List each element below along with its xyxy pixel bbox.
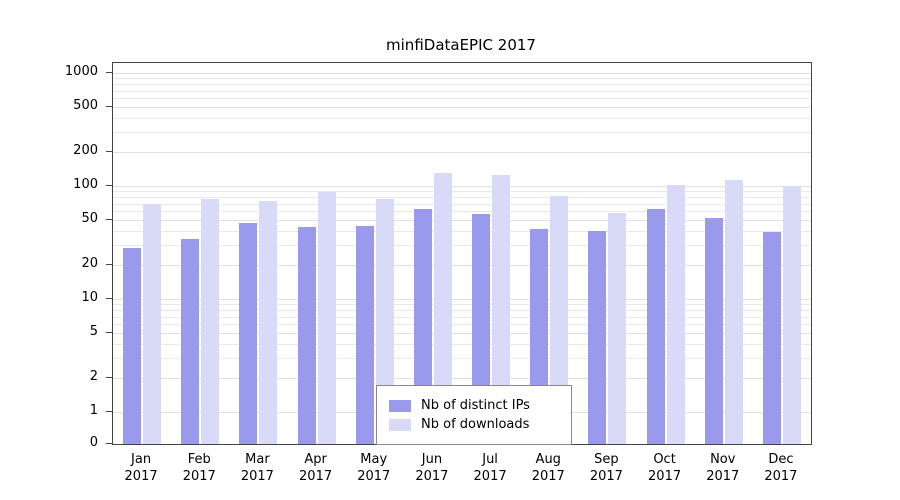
y-tick-label: 20 (81, 255, 98, 271)
gridline (113, 299, 811, 300)
plot-area: Nb of distinct IPs Nb of downloads (112, 62, 812, 445)
y-tick-label: 5 (89, 324, 98, 340)
y-tick-label: 2 (89, 368, 98, 384)
bar-distinct-ips (762, 232, 781, 444)
gridline (113, 132, 811, 134)
bar-downloads (492, 174, 511, 444)
gridline (113, 78, 811, 80)
x-tick-label: Aug 2017 (531, 452, 565, 484)
y-tick-mark (106, 185, 112, 186)
bar-downloads (608, 212, 627, 444)
bar-downloads (782, 186, 801, 444)
x-tick-label: Jan 2017 (124, 452, 158, 484)
gridline (113, 186, 811, 187)
x-tick-label: Jul 2017 (473, 452, 507, 484)
gridline (113, 151, 811, 153)
x-tick-label: Feb 2017 (182, 452, 216, 484)
bar-downloads (375, 198, 394, 444)
y-tick-mark (106, 332, 112, 334)
x-tick-label: Oct 2017 (648, 452, 682, 484)
gridline (113, 73, 811, 74)
y-tick-mark (106, 219, 112, 221)
bar-distinct-ips (646, 208, 665, 444)
gridline (113, 107, 811, 109)
y-tick-mark (106, 298, 112, 299)
bar-downloads (317, 192, 336, 444)
y-tick-label: 1 (89, 403, 98, 418)
x-tick-label: Dec 2017 (764, 452, 798, 484)
legend-swatch-distinct-ips (389, 399, 411, 412)
gridline (113, 304, 811, 306)
gridline (113, 211, 811, 213)
bar-distinct-ips (297, 227, 316, 444)
x-tick-label: Apr 2017 (299, 452, 333, 484)
gridline (113, 230, 811, 232)
chart-title: minfiDataEPIC 2017 (386, 36, 536, 54)
x-tick-label: May 2017 (357, 452, 391, 484)
y-tick-label: 100 (73, 177, 98, 192)
bar-downloads (433, 173, 452, 444)
gridline (113, 358, 811, 360)
gridline (113, 316, 811, 318)
gridline (113, 333, 811, 335)
y-tick-mark (106, 443, 112, 444)
y-tick-mark (106, 106, 112, 108)
y-tick-mark (106, 150, 112, 152)
y-tick-label: 1000 (64, 64, 98, 79)
gridline (113, 98, 811, 100)
gridline (113, 117, 811, 119)
bar-downloads (724, 180, 743, 444)
gridline (113, 90, 811, 92)
y-tick-mark (106, 263, 112, 265)
gridline (113, 377, 811, 379)
y-tick-label: 500 (73, 98, 98, 114)
gridline (113, 220, 811, 222)
y-tick-mark (106, 376, 112, 378)
x-tick-label: Nov 2017 (706, 452, 740, 484)
gridline (113, 245, 811, 247)
bar-downloads (259, 200, 278, 444)
gridline (113, 324, 811, 326)
y-tick-label: 50 (81, 211, 98, 227)
y-tick-mark (106, 411, 112, 412)
bar-distinct-ips (588, 230, 607, 444)
legend-label-distinct-ips: Nb of distinct IPs (421, 398, 530, 413)
y-tick-label: 0 (89, 435, 98, 450)
bar-distinct-ips (239, 223, 258, 444)
bar-downloads (550, 196, 569, 444)
gridline (113, 191, 811, 193)
y-tick-label: 200 (73, 142, 98, 158)
legend-swatch-downloads (389, 418, 411, 431)
gridline (113, 309, 811, 311)
legend: Nb of distinct IPs Nb of downloads (376, 385, 572, 445)
bar-downloads (143, 203, 162, 444)
x-tick-label: Sep 2017 (589, 452, 623, 484)
gridline (113, 203, 811, 205)
x-tick-label: Mar 2017 (240, 452, 274, 484)
bar-downloads (201, 199, 220, 444)
legend-item-downloads: Nb of downloads (389, 417, 559, 432)
y-tick-mark (106, 72, 112, 73)
legend-label-downloads: Nb of downloads (421, 417, 530, 432)
x-tick-label: Jun 2017 (415, 452, 449, 484)
bar-distinct-ips (123, 248, 142, 444)
gridline (113, 264, 811, 266)
bar-downloads (666, 185, 685, 444)
legend-item-distinct-ips: Nb of distinct IPs (389, 398, 559, 413)
gridline (113, 196, 811, 198)
bar-distinct-ips (704, 218, 723, 444)
gridline (113, 343, 811, 345)
gridline (113, 83, 811, 85)
y-tick-label: 10 (81, 290, 98, 305)
bar-distinct-ips (355, 226, 374, 444)
bar-distinct-ips (181, 238, 200, 444)
